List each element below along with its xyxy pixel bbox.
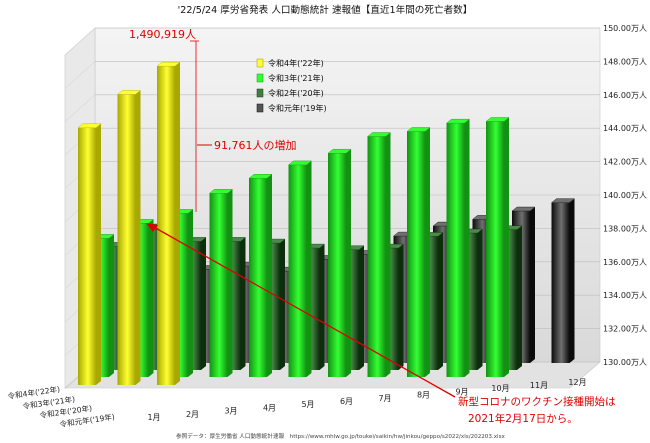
y-tick-label: 146.00万人	[603, 91, 647, 100]
x-tick-label: 11月	[530, 381, 548, 390]
x-tick-label: 2月	[186, 410, 199, 419]
legend-label-2019: 令和元年('19年)	[268, 103, 327, 113]
bar-top	[116, 90, 142, 95]
bar-side	[319, 244, 325, 370]
y-tick-label: 138.00万人	[603, 224, 647, 233]
bar-side	[280, 239, 285, 370]
bar	[486, 121, 504, 378]
vaccine-arrow-head	[146, 223, 158, 232]
bar-top	[248, 174, 273, 179]
bar-side	[346, 149, 351, 377]
bar-side	[398, 244, 404, 370]
bar-side	[569, 198, 575, 363]
bar	[249, 178, 267, 377]
y-tick-label: 148.00万人	[603, 57, 647, 66]
legend-label-2021: 令和3年('21年)	[268, 73, 324, 83]
vaccine-note-line1: 新型コロナのワクチン接種開始は	[458, 395, 616, 408]
bar-top	[511, 206, 536, 212]
bar-side	[464, 119, 470, 377]
bar-side	[267, 174, 272, 377]
bar-top	[77, 123, 102, 129]
bar-top	[208, 189, 234, 194]
x-tick-label: 1月	[147, 413, 160, 422]
bar-side	[188, 209, 193, 377]
bar-side	[425, 127, 430, 377]
y-tick-label: 140.00万人	[603, 191, 647, 200]
y-tick-label: 132.00万人	[603, 325, 647, 334]
bar-side	[175, 62, 180, 385]
y-tick-label: 142.00万人	[603, 158, 647, 167]
x-tick-label: 9月	[455, 387, 468, 396]
bar-side	[438, 232, 443, 370]
bar-side	[306, 160, 312, 377]
y-gridline-side	[64, 94, 96, 122]
bar	[78, 127, 96, 385]
bar-side	[385, 132, 391, 377]
legend-label-2020: 令和2年('20年)	[268, 88, 324, 98]
bar-top	[445, 118, 471, 124]
x-tick-label: 4月	[263, 403, 276, 412]
legend-swatch-2021	[256, 73, 264, 83]
x-tick-label: 6月	[340, 397, 353, 406]
bar-side	[201, 237, 206, 370]
bar-side	[504, 117, 509, 378]
y-tick-label: 150.00万人	[603, 24, 647, 33]
bar	[367, 136, 386, 377]
y-tick-label: 134.00万人	[603, 291, 647, 300]
bar	[209, 193, 228, 377]
depth-tick-labels: 令和4年('22年)令和3年('21年)令和2年('20年)令和元年('19年)	[7, 384, 116, 429]
bar-side	[227, 189, 233, 377]
bar	[551, 202, 570, 363]
legend-swatch-2020	[256, 88, 264, 98]
bar-side	[477, 229, 483, 370]
footer-source: 参照データ：厚生労働省 人口動態統計速報 https://www.mhlw.go…	[176, 432, 505, 440]
bar-top	[327, 149, 352, 154]
annotations: 1,490,919人 91,761人の増加 新型コロナのワクチン接種開始は 20…	[129, 28, 616, 425]
y-gridline-side	[64, 61, 96, 89]
bar	[288, 164, 307, 377]
x-tick-label: 8月	[417, 391, 430, 400]
y-tick-label: 130.00万人	[603, 358, 647, 367]
vaccine-note-line2: 2021年2月17日から。	[468, 412, 578, 425]
bar	[407, 131, 425, 377]
bar-top	[366, 132, 392, 137]
bar-top	[550, 198, 576, 203]
bar-side	[109, 234, 114, 377]
bar-top	[156, 61, 181, 67]
bar	[157, 66, 175, 385]
y-gridline-side	[64, 27, 96, 56]
bar-side	[135, 90, 141, 386]
increase-label: 91,761人の増加	[214, 139, 297, 152]
vaccine-arrow-line	[151, 225, 456, 398]
bar-series	[77, 61, 576, 386]
bar-side	[240, 237, 246, 370]
bar-side	[517, 225, 522, 370]
bar-top	[485, 117, 510, 122]
peak-value-label: 1,490,919人	[129, 28, 196, 41]
bar-side	[530, 207, 535, 363]
x-tick-label: 7月	[378, 394, 391, 403]
x-tick-label: 12月	[568, 378, 586, 387]
x-tick-labels: 1月 2月 3月 4月 5月 6月 7月 8月 9月 10月 11月 12月	[147, 378, 586, 422]
x-tick-label: 5月	[301, 400, 314, 409]
bar-side	[96, 123, 101, 385]
bar	[446, 123, 465, 377]
bar-top	[287, 160, 313, 166]
bar-top	[406, 127, 431, 132]
bar	[117, 94, 136, 386]
chart-title: '22/5/24 厚労省発表 人口動態統計 速報値【直近1年間の死亡者数】	[178, 4, 473, 16]
legend-label-2022: 令和4年('22年)	[268, 58, 324, 68]
legend: 令和4年('22年) 令和3年('21年) 令和2年('20年) 令和元年('1…	[256, 58, 327, 113]
y-tick-label: 144.00万人	[603, 124, 647, 133]
y-tick-label: 136.00万人	[603, 258, 647, 267]
legend-swatch-2022	[256, 58, 264, 68]
x-tick-label: 3月	[224, 407, 237, 416]
bar-side	[359, 245, 364, 370]
bar	[328, 153, 346, 377]
x-tick-label: 10月	[491, 384, 509, 393]
y-tick-labels: 130.00万人 132.00万人 134.00万人 136.00万人 138.00万人…	[603, 24, 647, 367]
bar-side	[148, 219, 154, 377]
legend-swatch-2019	[256, 103, 264, 113]
